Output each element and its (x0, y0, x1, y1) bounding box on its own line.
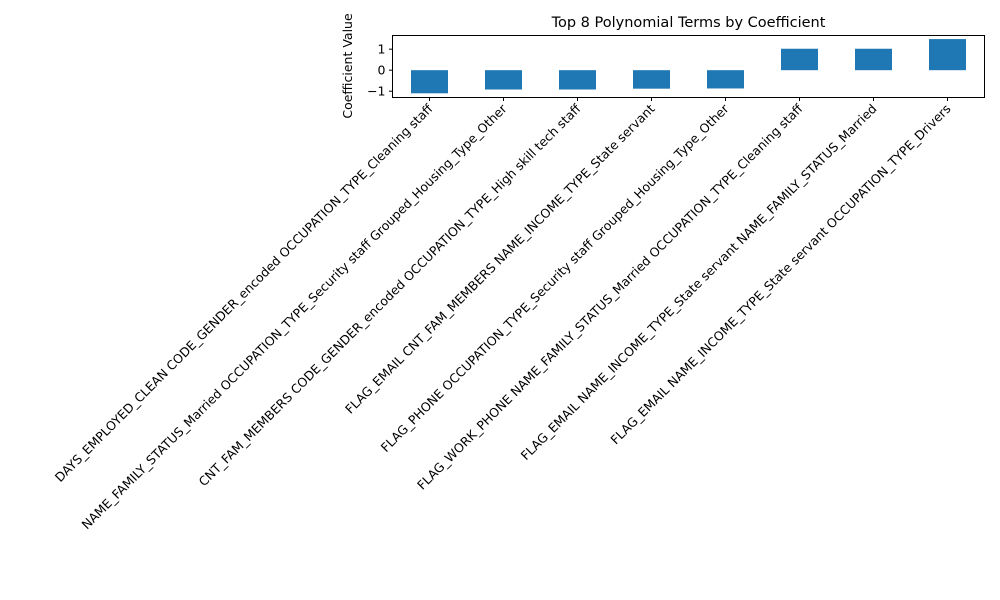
y-tick-label: 0 (378, 63, 386, 78)
bar-4 (633, 70, 670, 89)
bar-3 (559, 70, 596, 90)
y-tick-label: −1 (367, 84, 385, 99)
bar-2 (485, 70, 522, 90)
x-tick-label: FLAG_PHONE OCCUPATION_TYPE_Security staf… (378, 100, 733, 455)
bar-7 (855, 48, 892, 71)
y-axis: −1 0 1 (367, 42, 393, 99)
y-tick-label: 1 (378, 42, 386, 57)
x-tick-label: DAYS_EMPLOYED_CLEAN CODE_GENDER_encoded … (52, 101, 436, 485)
bar-5 (707, 70, 744, 89)
x-tick-label: FLAG_EMAIL NAME_INCOME_TYPE_State servan… (518, 101, 880, 463)
x-axis: DAYS_EMPLOYED_CLEAN CODE_GENDER_encoded … (52, 97, 954, 532)
x-tick-label: FLAG_EMAIL NAME_INCOME_TYPE_State servan… (607, 101, 953, 447)
bar-8 (929, 39, 966, 71)
y-axis-label: Coefficient Value (340, 13, 355, 119)
bar-6 (781, 48, 818, 71)
chart-title: Top 8 Polynomial Terms by Coefficient (551, 15, 826, 31)
bar-1 (411, 70, 448, 94)
x-tick-label: CNT_FAM_MEMBERS CODE_GENDER_encoded OCCU… (195, 101, 583, 489)
plot-frame (392, 35, 985, 98)
bars (411, 39, 966, 94)
